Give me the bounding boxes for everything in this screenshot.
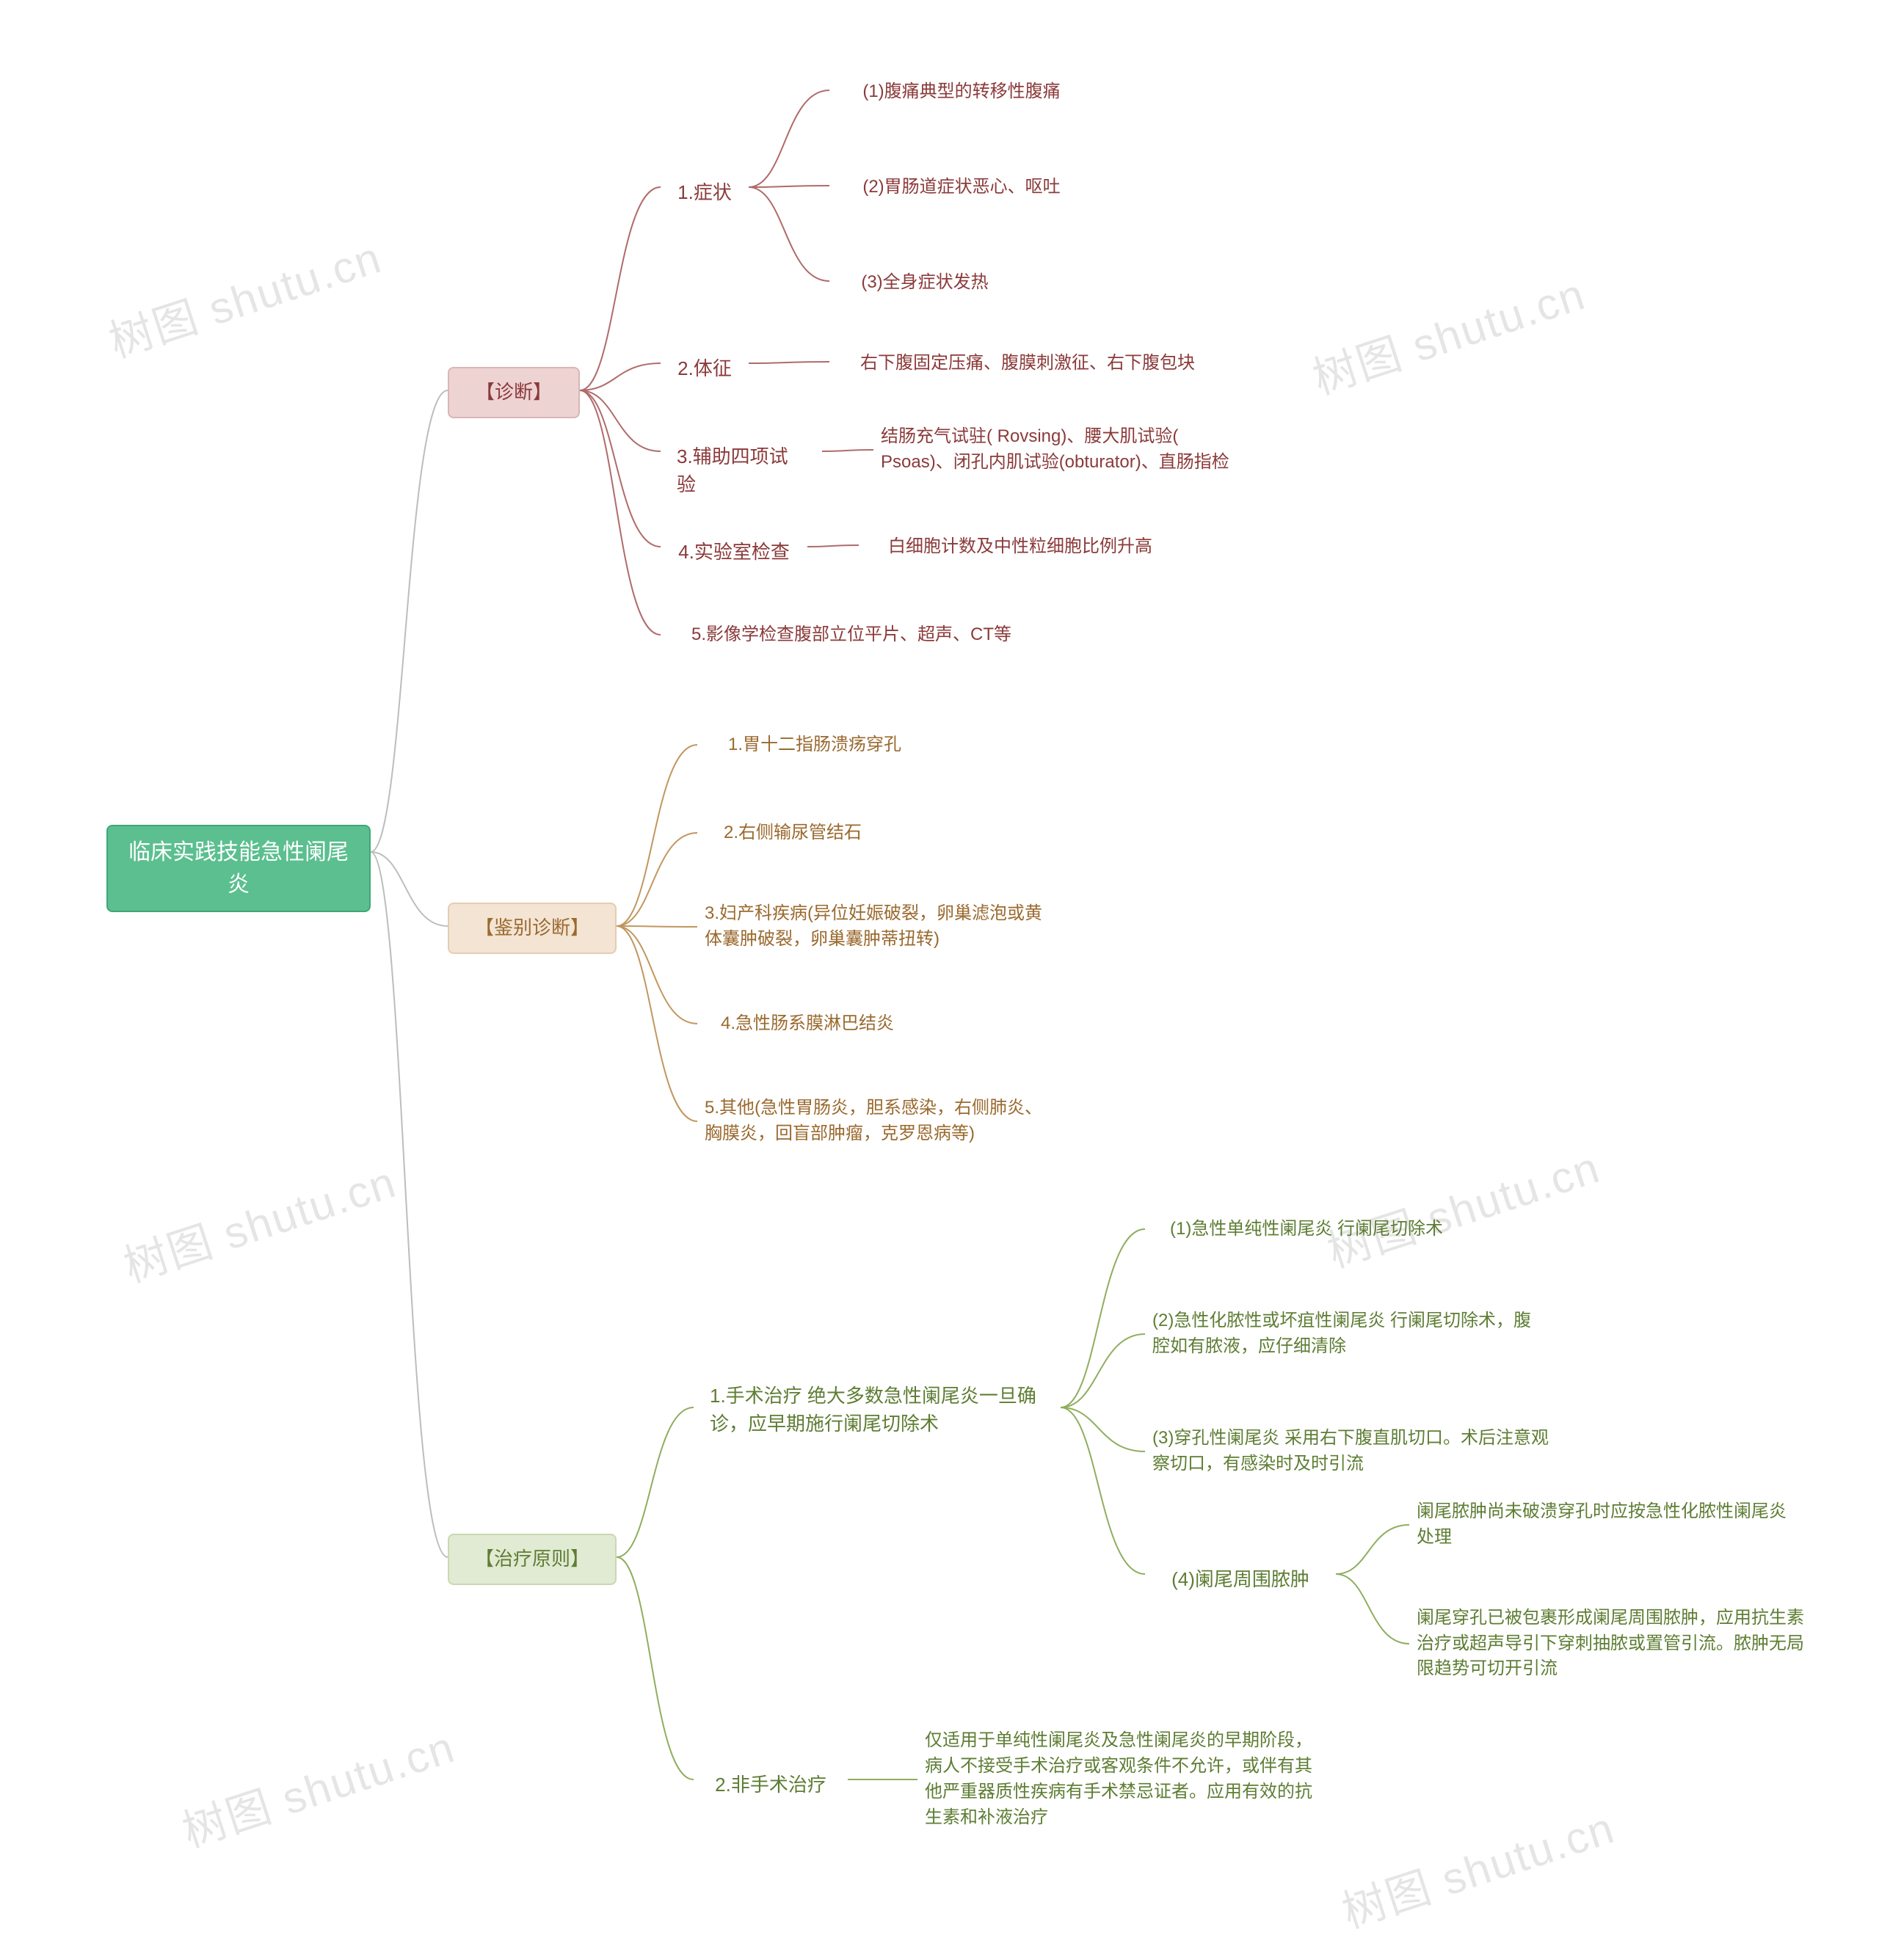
connector [580, 390, 661, 451]
leaf-node: (1)腹痛典型的转移性腹痛 [829, 73, 1094, 111]
leaf-node: 白细胞计数及中性粒细胞比例升高 [859, 528, 1182, 566]
connector [749, 186, 829, 187]
leaf-node: 5.影像学检查腹部立位平片、超声、CT等 [661, 616, 1042, 654]
branch-node: 1.症状 [661, 169, 749, 217]
leaf-node: 3.妇产科疾病(异位妊娠破裂，卵巢滤泡或黄体囊肿破裂，卵巢囊肿蒂扭转) [697, 892, 1064, 962]
leaf-node: 4.急性肠系膜淋巴结炎 [697, 1005, 917, 1043]
connector [580, 363, 661, 390]
watermark: 树图 shutu.cn [100, 222, 389, 371]
leaf-node: (2)胃肠道症状恶心、呕吐 [829, 169, 1094, 206]
leaf-node: 右下腹固定压痛、腹膜刺激征、右下腹包块 [829, 345, 1226, 382]
connector [580, 390, 661, 635]
section-node: 【鉴别诊断】 [448, 903, 617, 954]
branch-node: (4)阑尾周围脓肿 [1145, 1556, 1336, 1604]
leaf-node: 阑尾穿孔已被包裹形成阑尾周围脓肿，应用抗生素治疗或超声导引下穿刺抽脓或置管引流。… [1409, 1596, 1820, 1691]
leaf-node: 5.其他(急性胃肠炎，胆系感染，右侧肺炎、胸膜炎，回盲部肿瘤，克罗恩病等) [697, 1086, 1064, 1156]
connector [1061, 1407, 1145, 1451]
connector [617, 1557, 694, 1779]
branch-node: 1.手术治疗 绝大多数急性阑尾炎一旦确诊，应早期施行阑尾切除术 [694, 1372, 1061, 1448]
leaf-node: 2.右侧输尿管结石 [697, 815, 888, 852]
connector [617, 745, 697, 926]
branch-node: 3.辅助四项试验 [661, 433, 822, 509]
leaf-node: (3)穿孔性阑尾炎 采用右下腹直肌切口。术后注意观察切口，有感染时及时引流 [1145, 1416, 1556, 1487]
connector [371, 852, 448, 926]
branch-node: 2.体征 [661, 345, 749, 393]
connector [1061, 1334, 1145, 1407]
leaf-node: 结肠充气试驻( Rovsing)、腰大肌试验( Psoas)、闭孔内肌试验(ob… [873, 415, 1240, 485]
root-node: 临床实践技能急性阑尾炎 [106, 825, 371, 912]
section-node: 【诊断】 [448, 367, 580, 418]
connector [1061, 1407, 1145, 1574]
branch-node: 2.非手术治疗 [694, 1761, 848, 1810]
watermark: 树图 shutu.cn [1333, 1793, 1622, 1941]
connector [617, 926, 697, 1024]
leaf-node: (3)全身症状发热 [829, 264, 1020, 302]
leaf-node: (2)急性化脓性或坏疽性阑尾炎 行阑尾切除术，腹腔如有脓液，应仔细清除 [1145, 1299, 1541, 1369]
leaf-node: 阑尾脓肿尚未破溃穿孔时应按急性化脓性阑尾炎处理 [1409, 1490, 1806, 1560]
watermark: 树图 shutu.cn [1318, 1132, 1607, 1280]
branch-node: 4.实验室检查 [661, 528, 807, 577]
section-node: 【治疗原则】 [448, 1534, 617, 1585]
connector [749, 187, 829, 281]
connector [807, 545, 859, 547]
connector [617, 833, 697, 926]
connector [617, 926, 697, 1121]
connector [1336, 1525, 1409, 1574]
connector [617, 1407, 694, 1557]
leaf-node: (1)急性单纯性阑尾炎 行阑尾切除术 [1145, 1211, 1468, 1248]
watermark: 树图 shutu.cn [173, 1712, 462, 1860]
connector [822, 450, 873, 451]
watermark: 树图 shutu.cn [115, 1147, 404, 1295]
connector [371, 852, 448, 1557]
mindmap-canvas: 树图 shutu.cn 树图 shutu.cn 树图 shutu.cn 树图 shut… [0, 0, 1879, 1960]
connector [1061, 1229, 1145, 1407]
leaf-node: 1.胃十二指肠溃疡穿孔 [697, 726, 932, 764]
connector [749, 362, 829, 363]
connector [580, 390, 661, 547]
connector [749, 90, 829, 187]
watermark: 树图 shutu.cn [1304, 259, 1593, 407]
connector [580, 187, 661, 390]
connector [371, 390, 448, 852]
connector [1336, 1574, 1409, 1644]
leaf-node: 仅适用于单纯性阑尾炎及急性阑尾炎的早期阶段，病人不接受手术治疗或客观条件不允许，… [917, 1717, 1329, 1842]
connector [617, 926, 697, 927]
